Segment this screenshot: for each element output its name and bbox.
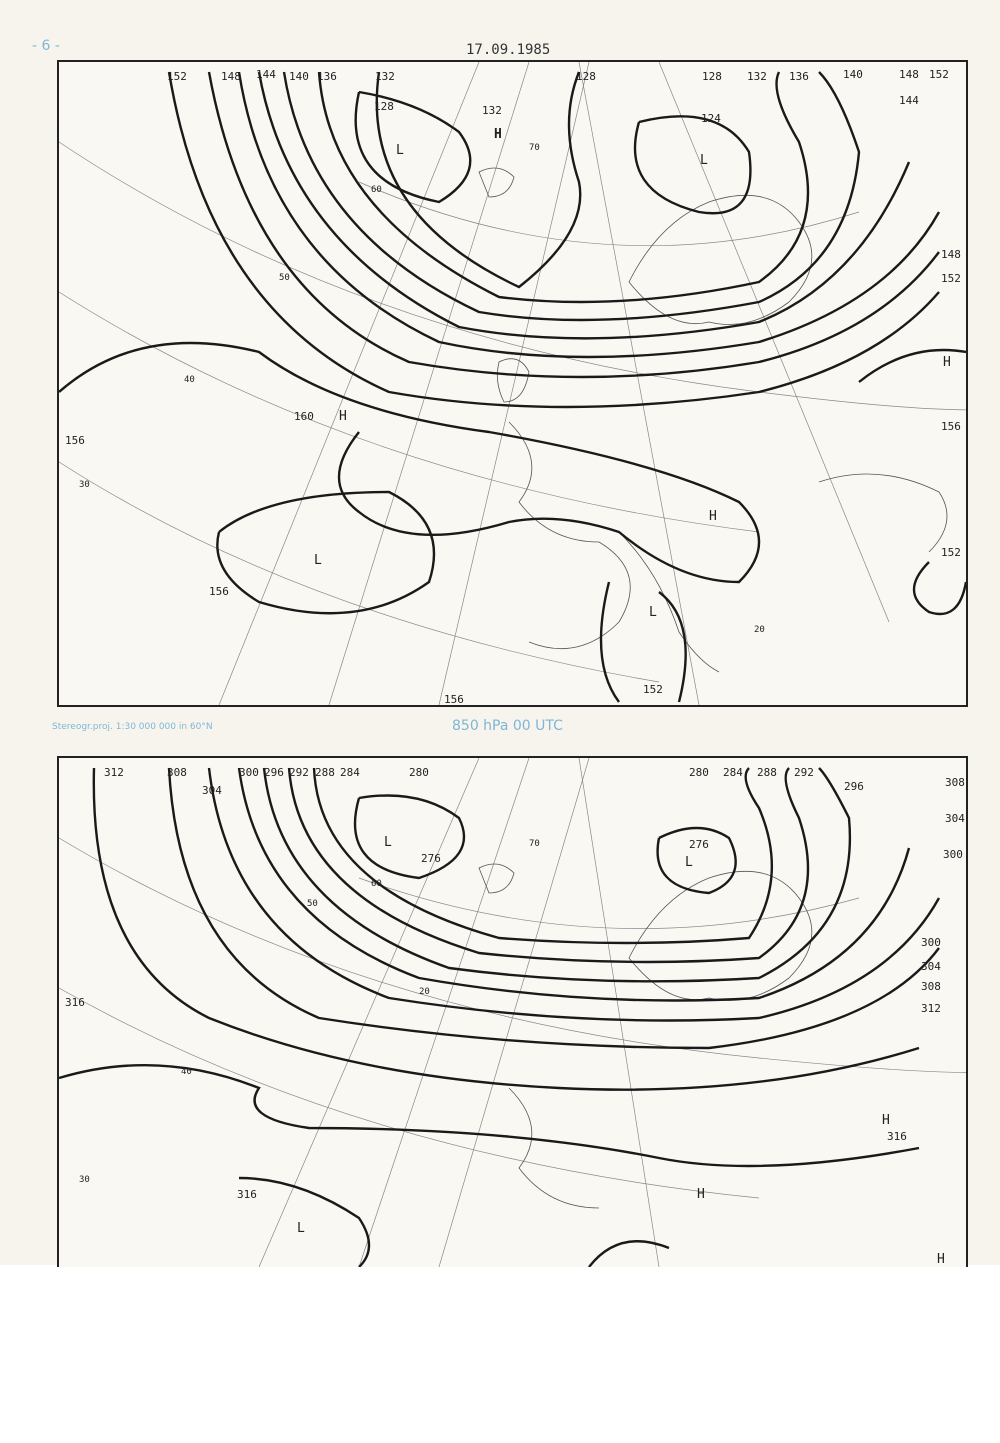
map-label: 300 bbox=[239, 766, 259, 779]
contour-label: 156 bbox=[209, 585, 229, 598]
map-label: 30 bbox=[79, 480, 90, 490]
map-top-svg: 152 148 144 140 136 132 128 132 128 124 … bbox=[58, 61, 1000, 706]
map-date: 17.09.1985 bbox=[466, 42, 551, 58]
contour-label: 152 bbox=[929, 68, 949, 81]
contour-label: 152 bbox=[941, 546, 961, 559]
map-label: H bbox=[339, 409, 347, 424]
map-label: 300 bbox=[943, 848, 963, 861]
contour-label: 132 bbox=[375, 70, 395, 83]
contour-label: 144 bbox=[256, 68, 276, 81]
map-label: 50 bbox=[307, 899, 318, 909]
contour-label: 156 bbox=[941, 420, 961, 433]
map-label: H bbox=[709, 509, 717, 524]
map-label: 316 bbox=[887, 1130, 907, 1143]
map-label: 316 bbox=[65, 996, 85, 1009]
map-label: L bbox=[649, 605, 657, 620]
latitude-labels: 70 60 50 40 30 20 bbox=[79, 143, 765, 635]
weather-map-top: 152 148 144 140 136 132 128 132 128 124 … bbox=[57, 60, 1000, 707]
map-label: 276 bbox=[421, 852, 441, 865]
contour-label: 152 bbox=[643, 683, 663, 696]
map-label: 292 bbox=[794, 766, 814, 779]
map-label: 296 bbox=[264, 766, 284, 779]
contour-label: 132 bbox=[482, 104, 502, 117]
grid-lines bbox=[58, 757, 1000, 1268]
isobars bbox=[58, 71, 968, 703]
map-label: 40 bbox=[184, 375, 195, 385]
contour-label: 156 bbox=[65, 434, 85, 447]
map-label: 40 bbox=[181, 1067, 192, 1077]
map-label: 308 bbox=[945, 776, 965, 789]
map-label: L bbox=[314, 553, 322, 568]
contour-label: 128 bbox=[576, 70, 596, 83]
contour-label: 136 bbox=[789, 70, 809, 83]
map-label: 280 bbox=[409, 766, 429, 779]
map-label: 288 bbox=[315, 766, 335, 779]
map-label: 280 bbox=[689, 766, 709, 779]
map-label: 308 bbox=[167, 766, 187, 779]
contour-label: 160 bbox=[294, 410, 314, 423]
map-label: 316 bbox=[237, 1188, 257, 1201]
contour-label: 124 bbox=[701, 112, 721, 125]
map-label: 276 bbox=[689, 838, 709, 851]
pressure-centers: L H L H H L L H bbox=[314, 127, 951, 620]
map-label: 312 bbox=[104, 766, 124, 779]
map-label: 20 bbox=[754, 625, 765, 635]
contour-label: 148 bbox=[941, 248, 961, 261]
map-label: L bbox=[384, 835, 392, 850]
contour-labels: 312 308 304 300 296 292 288 284 280 276 … bbox=[65, 766, 965, 1201]
map-label: H bbox=[943, 355, 951, 370]
map-label: H bbox=[882, 1113, 890, 1128]
level-caption: 850 hPa 00 UTC bbox=[452, 718, 563, 734]
contour-label: 148 bbox=[899, 68, 919, 81]
coastlines bbox=[478, 167, 948, 673]
map-label: 304 bbox=[921, 960, 941, 973]
map-label: H bbox=[494, 127, 502, 142]
map-label: 300 bbox=[921, 936, 941, 949]
map-label: 288 bbox=[757, 766, 777, 779]
pressure-centers: L L H H L H bbox=[297, 835, 945, 1267]
contour-label: 140 bbox=[843, 68, 863, 81]
contour-label: 156 bbox=[444, 693, 464, 705]
contour-label: 148 bbox=[221, 70, 241, 83]
map-label: 292 bbox=[289, 766, 309, 779]
map-label: 60 bbox=[371, 185, 382, 195]
contour-label: 128 bbox=[702, 70, 722, 83]
projection-caption: Stereogr.proj. 1:30 000 000 in 60°N bbox=[52, 722, 213, 732]
contour-labels: 152 148 144 140 136 132 128 132 128 124 … bbox=[65, 68, 961, 706]
contour-label: 144 bbox=[899, 94, 919, 107]
grid-lines bbox=[58, 61, 1000, 706]
contour-label: 152 bbox=[941, 272, 961, 285]
contour-label: 152 bbox=[167, 70, 187, 83]
map-label: L bbox=[685, 855, 693, 870]
contour-label: 136 bbox=[317, 70, 337, 83]
map-bottom-svg: 312 308 304 300 296 292 288 284 280 276 … bbox=[58, 757, 1000, 1268]
isobars bbox=[58, 767, 941, 1268]
contour-label: 128 bbox=[374, 100, 394, 113]
map-label: 312 bbox=[921, 1002, 941, 1015]
page-number: - 6 - bbox=[32, 38, 60, 54]
map-label: 284 bbox=[723, 766, 743, 779]
contour-label: 140 bbox=[289, 70, 309, 83]
map-label: L bbox=[700, 153, 708, 168]
map-label: 70 bbox=[529, 143, 540, 153]
map-label: 50 bbox=[279, 273, 290, 283]
map-label: 304 bbox=[945, 812, 965, 825]
map-label: H bbox=[937, 1252, 945, 1267]
map-label: 20 bbox=[419, 987, 430, 997]
map-label: 30 bbox=[79, 1175, 90, 1185]
map-label: 60 bbox=[371, 879, 382, 889]
map-label: H bbox=[697, 1187, 705, 1202]
map-label: L bbox=[297, 1221, 305, 1236]
map-label: 304 bbox=[202, 784, 222, 797]
map-label: 308 bbox=[921, 980, 941, 993]
map-label: 296 bbox=[844, 780, 864, 793]
contour-label: 132 bbox=[747, 70, 767, 83]
coastlines bbox=[478, 863, 813, 1209]
latitude-labels: 70 60 50 40 30 20 bbox=[79, 839, 540, 1185]
weather-map-bottom: 312 308 304 300 296 292 288 284 280 276 … bbox=[57, 756, 1000, 1268]
map-label: 70 bbox=[529, 839, 540, 849]
map-label: 284 bbox=[340, 766, 360, 779]
map-label: L bbox=[396, 143, 404, 158]
